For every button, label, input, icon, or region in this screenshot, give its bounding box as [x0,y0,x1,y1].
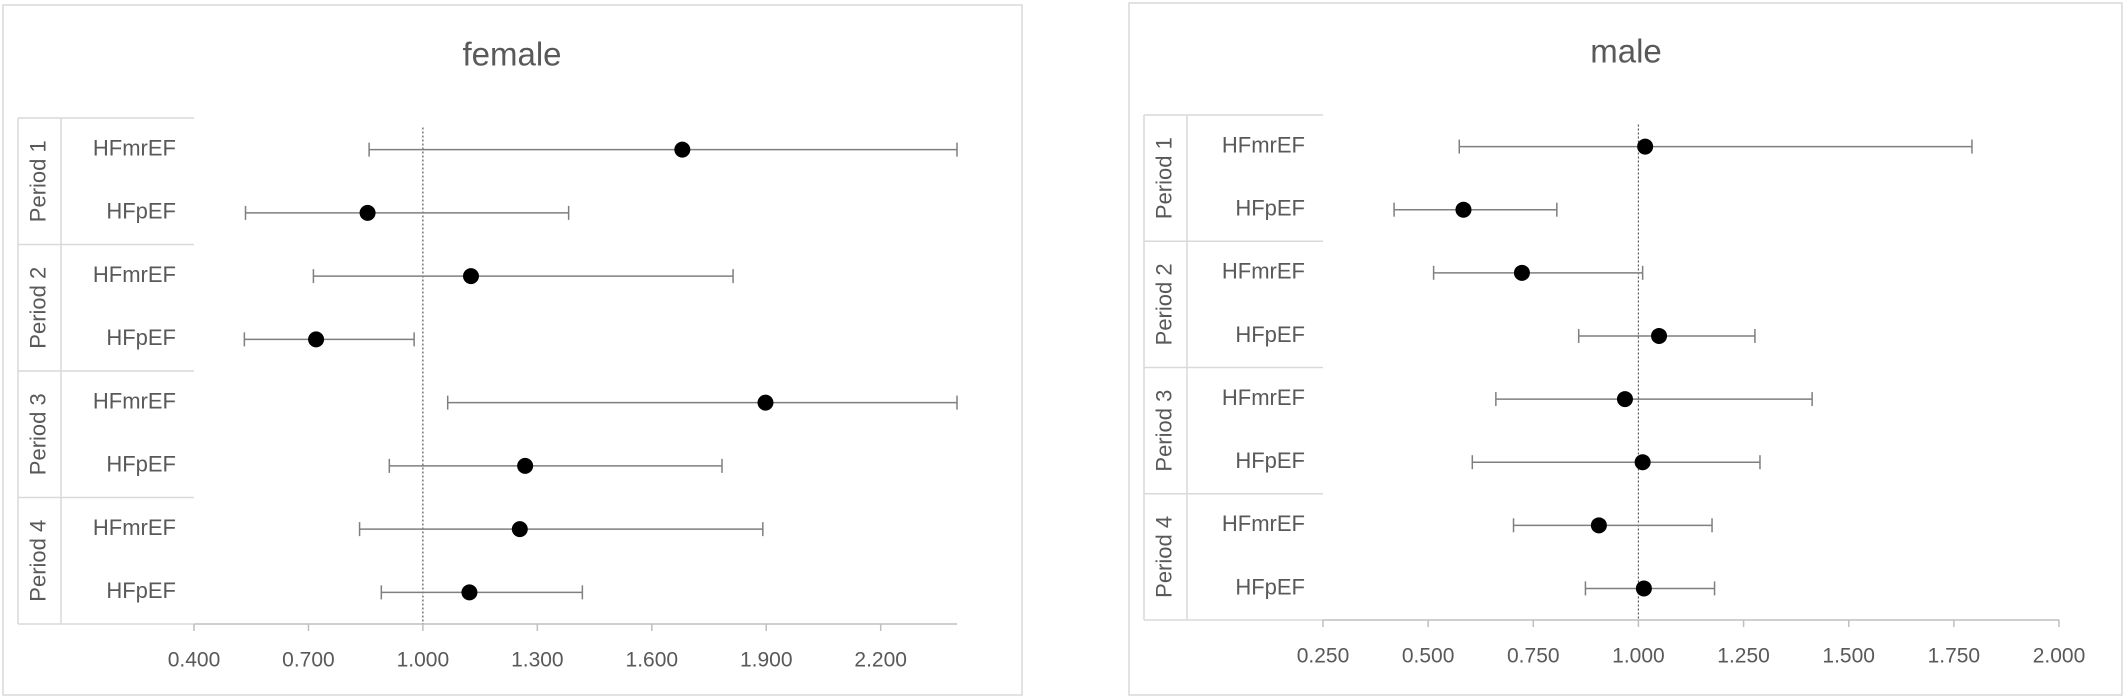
x-tick-label: 0.400 [168,649,221,672]
point-estimate [462,268,479,285]
x-tick-label: 0.700 [282,649,335,672]
point-estimate [1634,454,1651,471]
row-label: HFpEF [106,199,176,224]
row-label: HFpEF [1235,322,1305,347]
row-label: HFmrEF [1222,385,1305,410]
x-tick-label: 1.750 [1928,645,1981,668]
group-label: Period 2 [1151,263,1176,345]
x-tick-label: 2.000 [2033,645,2086,668]
x-tick-label: 1.900 [740,649,793,672]
row-label: HFmrEF [93,135,176,160]
row-label: HFmrEF [1222,132,1305,157]
point-estimate [511,521,528,538]
chart-title: male [1590,33,1662,70]
point-estimate [1513,264,1530,281]
row-label: HFpEF [106,452,176,477]
chart-title: female [462,36,561,73]
x-tick-label: 1.000 [397,649,450,672]
row-label: HFpEF [1235,574,1305,599]
point-estimate [461,584,478,601]
row-label: HFpEF [1235,196,1305,221]
x-tick-label: 0.250 [1297,645,1350,668]
row-label: HFmrEF [93,262,176,287]
point-estimate [517,457,534,474]
row-label: HFmrEF [1222,259,1305,284]
group-label: Period 4 [25,520,50,602]
point-estimate [308,331,325,348]
group-label: Period 1 [25,140,50,222]
row-label: HFmrEF [1222,511,1305,536]
x-tick-label: 1.300 [511,649,564,672]
row-label: HFpEF [1235,448,1305,473]
group-label: Period 3 [25,393,50,475]
point-estimate [1616,391,1633,408]
row-label: HFmrEF [93,515,176,540]
panel-frame [1128,2,2123,696]
point-estimate [757,394,774,411]
row-label: HFpEF [106,325,176,350]
x-tick-label: 0.750 [1507,645,1560,668]
point-estimate [359,204,376,221]
x-tick-label: 2.200 [854,649,907,672]
row-label: HFpEF [106,578,176,603]
x-tick-label: 0.500 [1402,645,1455,668]
x-tick-label: 1.250 [1717,645,1770,668]
group-label: Period 3 [1151,390,1176,472]
point-estimate [1455,201,1472,218]
x-tick-label: 1.000 [1612,645,1665,668]
point-estimate [674,141,691,158]
group-label: Period 4 [1151,516,1176,598]
x-tick-label: 1.600 [626,649,679,672]
row-label: HFmrEF [93,388,176,413]
point-estimate [1635,580,1652,597]
group-label: Period 1 [1151,137,1176,219]
point-estimate [1590,517,1607,534]
group-label: Period 2 [25,267,50,349]
panel-frame [2,4,1023,696]
point-estimate [1651,327,1668,344]
x-tick-label: 1.500 [1822,645,1875,668]
point-estimate [1637,138,1654,155]
